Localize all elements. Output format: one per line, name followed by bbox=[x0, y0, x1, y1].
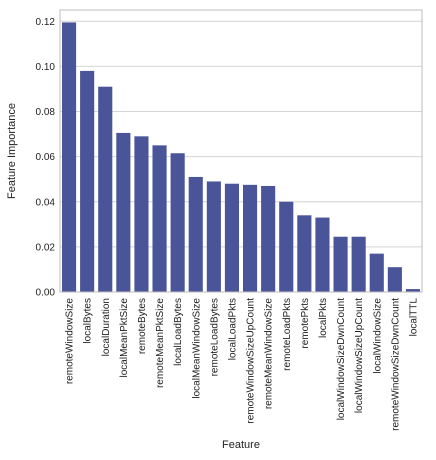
x-tick-label: remoteWindowSizeUpCount bbox=[246, 298, 257, 424]
bar bbox=[369, 253, 384, 292]
bar bbox=[188, 176, 203, 292]
x-tick-label: localWindowSizeUpCount bbox=[354, 298, 365, 413]
x-tick-label: localTTL bbox=[408, 298, 419, 337]
bar bbox=[315, 217, 330, 292]
x-tick-label: localLoadBytes bbox=[173, 298, 184, 366]
y-tick-label: 0.10 bbox=[36, 62, 56, 73]
y-tick-label: 0.00 bbox=[36, 288, 56, 299]
y-tick-labels: 0.00 0.02 0.04 0.06 0.08 0.10 0.12 bbox=[36, 17, 56, 299]
x-tick-label: localWindowSizeDwnCount bbox=[336, 298, 347, 420]
y-tick-label: 0.02 bbox=[36, 242, 56, 253]
bar bbox=[206, 181, 221, 292]
y-tick-label: 0.06 bbox=[36, 152, 56, 163]
gridlines bbox=[60, 20, 422, 293]
x-axis-title: Feature bbox=[222, 439, 260, 451]
bar bbox=[170, 153, 185, 292]
bar bbox=[61, 22, 77, 293]
bar bbox=[351, 236, 366, 292]
bar bbox=[116, 132, 131, 292]
bar bbox=[98, 86, 113, 292]
bar bbox=[261, 185, 276, 292]
x-tick-label: remoteWindowSizeDwnCount bbox=[390, 298, 401, 431]
bar bbox=[152, 145, 167, 292]
plot-frame bbox=[59, 9, 423, 293]
x-tick-label: remotePkts bbox=[300, 298, 311, 349]
y-tick-label: 0.04 bbox=[36, 197, 56, 208]
x-tick-label: localBytes bbox=[83, 298, 94, 344]
bar bbox=[279, 201, 294, 292]
x-tick-label: localPkts bbox=[318, 298, 329, 338]
bar bbox=[297, 215, 312, 292]
x-tick-label: remoteBytes bbox=[137, 298, 148, 354]
x-tick-label: localMeanPktSize bbox=[119, 298, 130, 378]
bar bbox=[134, 136, 149, 292]
bar bbox=[80, 70, 95, 292]
x-tick-label: localDuration bbox=[101, 298, 112, 356]
bars bbox=[61, 22, 421, 293]
x-tick-label: remoteMeanWindowSize bbox=[264, 298, 275, 410]
y-tick-label: 0.12 bbox=[36, 17, 56, 28]
x-tick-label: remoteLoadPkts bbox=[282, 298, 293, 371]
x-tick-label: localMeanWindowSize bbox=[191, 298, 202, 399]
bar bbox=[405, 289, 421, 292]
x-tick-labels: remoteWindowSize localBytes localDuration l… bbox=[65, 298, 420, 431]
x-tick-label: localLoadPkts bbox=[227, 298, 238, 360]
x-tick-label: localWindowSize bbox=[372, 298, 383, 374]
y-axis-title: Feature Importance bbox=[6, 103, 18, 199]
x-tick-label: remoteMeanPktSize bbox=[155, 298, 166, 388]
bar bbox=[387, 267, 402, 292]
y-tick-label: 0.08 bbox=[36, 107, 56, 118]
bar bbox=[242, 184, 258, 292]
x-tick-label: remoteWindowSize bbox=[65, 298, 76, 385]
bar bbox=[224, 183, 240, 292]
x-tick-label: remoteLoadBytes bbox=[209, 298, 220, 376]
bar bbox=[333, 236, 348, 292]
